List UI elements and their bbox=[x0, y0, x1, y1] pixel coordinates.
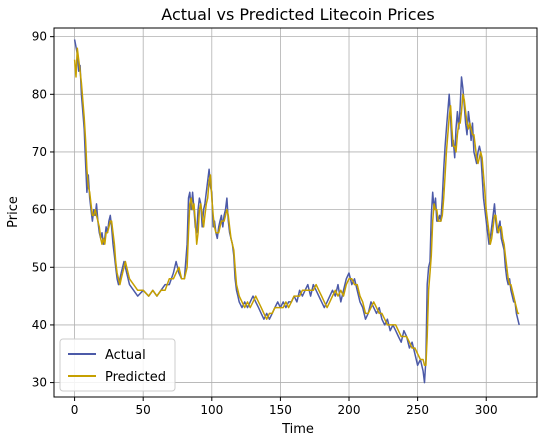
y-tick-label: 50 bbox=[32, 260, 47, 274]
legend-box bbox=[59, 338, 176, 392]
x-tick-label: 0 bbox=[71, 403, 79, 417]
y-tick-label: 90 bbox=[32, 30, 47, 44]
y-tick-label: 60 bbox=[32, 203, 47, 217]
legend-label: Actual bbox=[105, 348, 146, 363]
y-axis-label: Price bbox=[6, 196, 21, 228]
series-line-predicted bbox=[73, 47, 520, 367]
plot-frame bbox=[53, 27, 538, 398]
x-tick-label: 100 bbox=[200, 403, 223, 417]
y-tick-label: 70 bbox=[32, 145, 47, 159]
x-tick-label: 200 bbox=[338, 403, 361, 417]
x-axis-label: Time bbox=[281, 422, 314, 437]
y-tick-label: 40 bbox=[32, 318, 47, 332]
y-tick-label: 80 bbox=[32, 87, 47, 101]
series-layer bbox=[73, 39, 520, 384]
chart-title: Actual vs Predicted Litecoin Prices bbox=[161, 5, 434, 24]
series-line-actual bbox=[73, 39, 520, 384]
y-axis-ticks: 30 40 50 60 70 80 90 bbox=[32, 30, 54, 390]
x-tick-label: 150 bbox=[269, 403, 292, 417]
x-axis-ticks: 0 50 100 150 200 250 300 bbox=[71, 397, 498, 417]
grid bbox=[54, 28, 537, 397]
legend: Actual Predicted bbox=[59, 338, 176, 392]
y-tick-label: 30 bbox=[32, 376, 47, 390]
legend-label: Predicted bbox=[105, 370, 166, 385]
x-tick-label: 250 bbox=[406, 403, 429, 417]
x-tick-label: 50 bbox=[136, 403, 151, 417]
x-tick-label: 300 bbox=[475, 403, 498, 417]
